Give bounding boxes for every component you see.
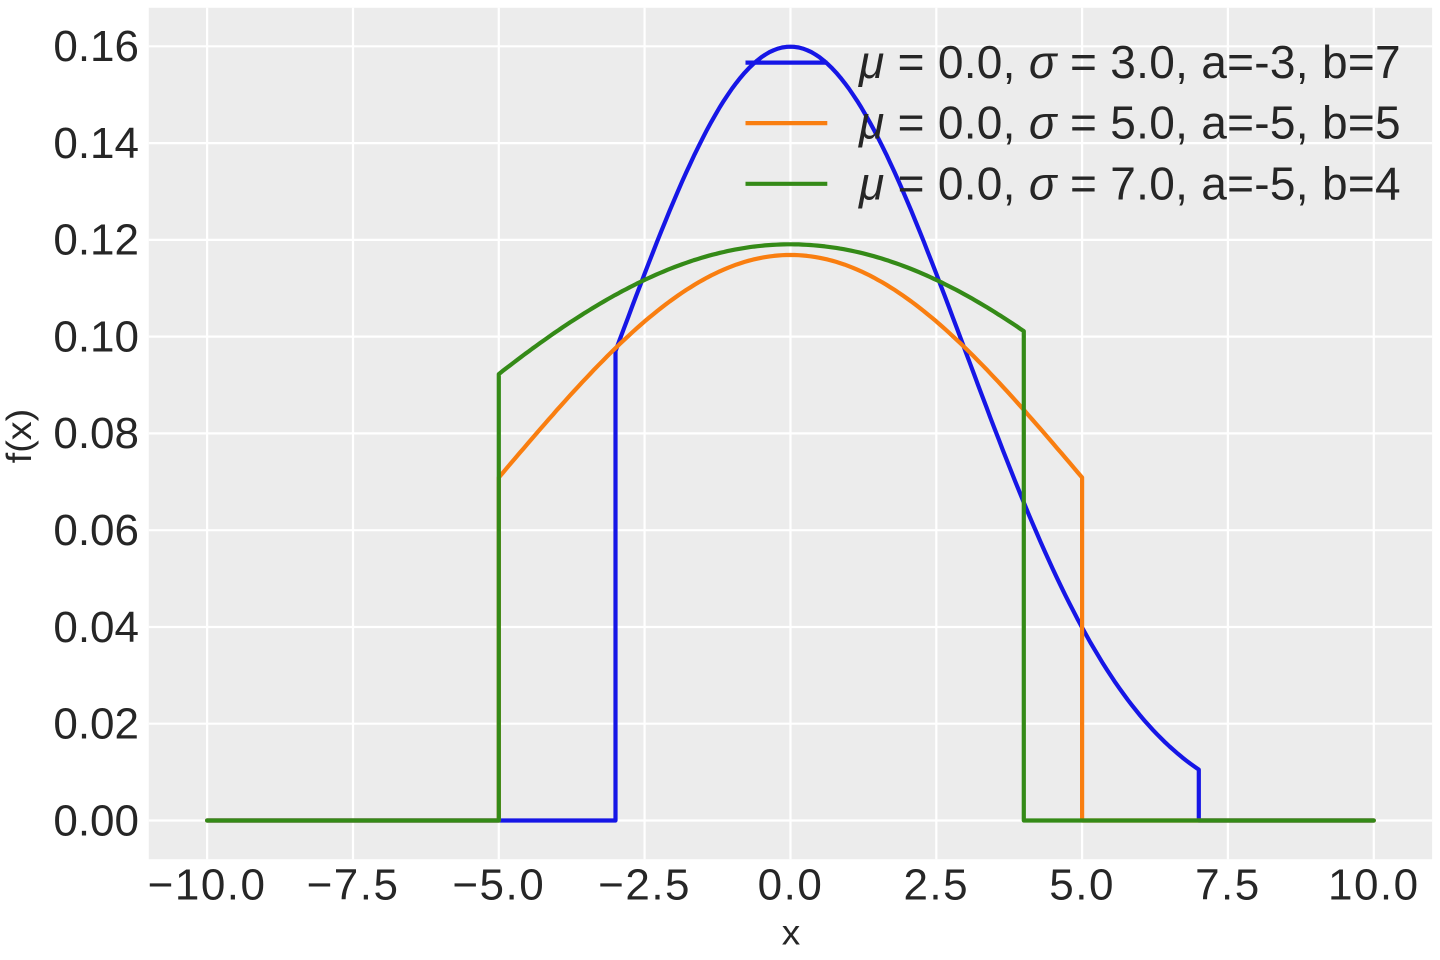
- svg-text:μ = 0.0, σ = 3.0, a=-3, b=7: μ = 0.0, σ = 3.0, a=-3, b=7: [858, 36, 1401, 88]
- svg-text:10.0: 10.0: [1328, 861, 1420, 910]
- svg-text:7.5: 7.5: [1195, 861, 1261, 910]
- svg-text:0.04: 0.04: [53, 603, 139, 652]
- svg-text:x: x: [782, 914, 801, 953]
- svg-text:μ = 0.0, σ = 5.0, a=-5, b=5: μ = 0.0, σ = 5.0, a=-5, b=5: [858, 97, 1401, 149]
- svg-text:−10.0: −10.0: [148, 861, 267, 910]
- svg-text:−5.0: −5.0: [452, 861, 545, 910]
- svg-text:0.08: 0.08: [53, 409, 139, 458]
- svg-text:−2.5: −2.5: [598, 861, 691, 910]
- svg-text:0.02: 0.02: [53, 700, 139, 749]
- svg-text:μ = 0.0, σ = 7.0, a=-5, b=4: μ = 0.0, σ = 7.0, a=-5, b=4: [858, 157, 1401, 209]
- svg-text:0.00: 0.00: [53, 796, 139, 845]
- svg-text:0.06: 0.06: [53, 506, 139, 555]
- svg-text:0.12: 0.12: [53, 216, 139, 265]
- svg-text:5.0: 5.0: [1049, 861, 1115, 910]
- svg-text:2.5: 2.5: [903, 861, 969, 910]
- svg-text:0.0: 0.0: [758, 861, 824, 910]
- svg-text:0.16: 0.16: [53, 22, 139, 71]
- svg-text:0.14: 0.14: [53, 119, 139, 168]
- svg-text:f(x): f(x): [0, 409, 39, 464]
- svg-text:0.10: 0.10: [53, 312, 139, 361]
- svg-text:−7.5: −7.5: [307, 861, 400, 910]
